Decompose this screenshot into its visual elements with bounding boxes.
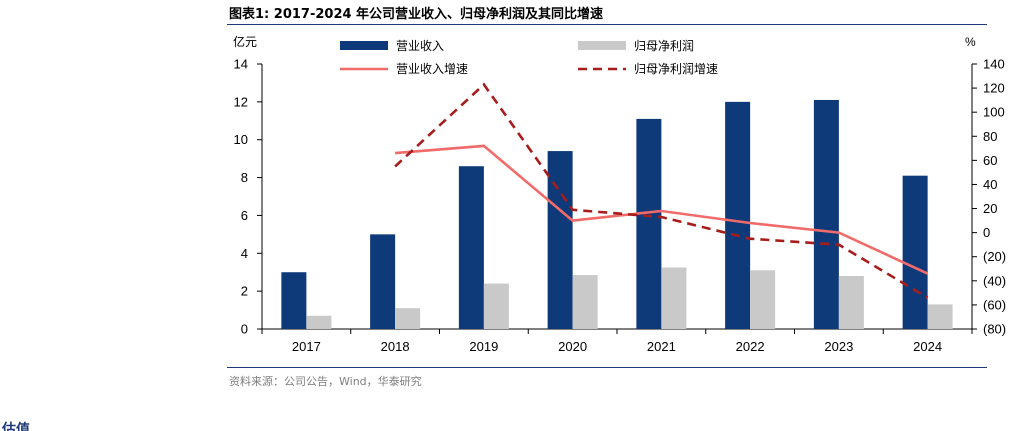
legend-net-profit-label: 归母净利润 bbox=[634, 39, 694, 53]
right-tick-label: (40) bbox=[983, 273, 1006, 288]
source-rule bbox=[227, 367, 987, 368]
left-axis-unit: 亿元 bbox=[233, 34, 257, 49]
left-tick-label: 6 bbox=[241, 208, 248, 223]
left-tick-label: 2 bbox=[241, 284, 248, 299]
x-tick-label: 2022 bbox=[736, 339, 765, 354]
net-profit-bar-2021 bbox=[661, 267, 687, 329]
x-tick-label: 2019 bbox=[469, 339, 498, 354]
right-tick-label: 20 bbox=[983, 201, 997, 216]
left-tick-label: 12 bbox=[234, 94, 248, 109]
legend-net-profit-growth-label: 归母净利润增速 bbox=[634, 62, 718, 76]
revenue-bar-2021 bbox=[636, 118, 662, 330]
x-tick-label: 2023 bbox=[824, 339, 853, 354]
revenue-bar-2023 bbox=[813, 99, 839, 329]
revenue-bar-2024 bbox=[902, 175, 928, 329]
revenue-bar-2019 bbox=[458, 166, 484, 329]
revenue-bar-2022 bbox=[725, 101, 751, 329]
right-axis-unit: % bbox=[965, 35, 976, 49]
x-tick-label: 2020 bbox=[558, 339, 587, 354]
right-tick-label: (20) bbox=[983, 249, 1006, 264]
net-profit-bar-2022 bbox=[750, 270, 776, 329]
next-section-heading: 估值 bbox=[2, 422, 30, 431]
revenue-growth-line bbox=[394, 144, 929, 275]
right-tick-label: 40 bbox=[983, 177, 997, 192]
legend-revenue-swatch bbox=[340, 41, 388, 50]
x-tick-label: 2018 bbox=[381, 339, 410, 354]
left-tick-label: 4 bbox=[241, 246, 248, 261]
source-note: 资料来源：公司公告，Wind，华泰研究 bbox=[229, 375, 422, 388]
revenue-bar-2020 bbox=[547, 151, 573, 329]
net-profit-bar-2019 bbox=[483, 283, 509, 329]
right-tick-label: 60 bbox=[983, 153, 997, 168]
right-tick-label: (80) bbox=[983, 322, 1006, 337]
net-profit-bar-2018 bbox=[395, 308, 421, 329]
legend-revenue-growth-label: 营业收入增速 bbox=[396, 62, 468, 76]
right-tick-label: 100 bbox=[983, 105, 1005, 120]
left-tick-label: 0 bbox=[241, 322, 248, 337]
net-profit-bar-2017 bbox=[306, 315, 332, 329]
right-tick-label: 140 bbox=[983, 57, 1005, 72]
right-tick-label: (60) bbox=[983, 297, 1006, 312]
lines bbox=[394, 82, 929, 299]
net-profit-bar-2024 bbox=[927, 304, 953, 329]
x-tick-label: 2024 bbox=[913, 339, 942, 354]
title-rule bbox=[227, 24, 987, 25]
figure-title: 图表1: 2017-2024 年公司营业收入、归母净利润及其同比增速 bbox=[229, 7, 604, 22]
right-tick-label: 80 bbox=[983, 129, 997, 144]
revenue-bar-2017 bbox=[281, 272, 307, 329]
net-profit-growth-line bbox=[394, 82, 929, 299]
revenue-bar-2018 bbox=[370, 234, 396, 329]
x-tick-label: 2021 bbox=[647, 339, 676, 354]
net-profit-bar-2023 bbox=[838, 276, 864, 329]
legend-net-profit-swatch bbox=[578, 41, 626, 50]
x-tick-label: 2017 bbox=[292, 339, 321, 354]
left-tick-label: 10 bbox=[234, 132, 248, 147]
left-tick-label: 14 bbox=[234, 57, 248, 72]
axes: 0 2 4 6 8 10 12 14 (80) (60) (40) (20) 0 20 40 60 80 100 1… bbox=[233, 34, 1006, 354]
right-tick-label: 0 bbox=[983, 225, 990, 240]
left-tick-label: 8 bbox=[241, 170, 248, 185]
legend-revenue-label: 营业收入 bbox=[396, 39, 444, 53]
right-tick-label: 120 bbox=[983, 81, 1005, 96]
bars bbox=[281, 99, 953, 330]
net-profit-bar-2020 bbox=[572, 275, 598, 329]
